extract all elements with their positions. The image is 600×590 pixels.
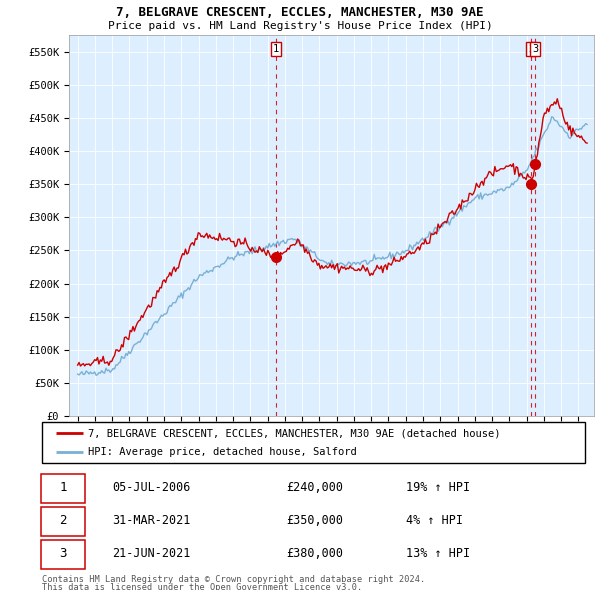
Text: £380,000: £380,000 [286,547,343,560]
FancyBboxPatch shape [41,507,85,536]
Text: £350,000: £350,000 [286,514,343,527]
FancyBboxPatch shape [41,540,85,569]
Text: This data is licensed under the Open Government Licence v3.0.: This data is licensed under the Open Gov… [42,583,362,590]
Text: 31-MAR-2021: 31-MAR-2021 [113,514,191,527]
Text: 7, BELGRAVE CRESCENT, ECCLES, MANCHESTER, M30 9AE: 7, BELGRAVE CRESCENT, ECCLES, MANCHESTER… [116,6,484,19]
Text: 1: 1 [59,481,67,494]
Text: Price paid vs. HM Land Registry's House Price Index (HPI): Price paid vs. HM Land Registry's House … [107,21,493,31]
Text: 13% ↑ HPI: 13% ↑ HPI [406,547,470,560]
Text: HPI: Average price, detached house, Salford: HPI: Average price, detached house, Salf… [88,447,357,457]
Text: 21-JUN-2021: 21-JUN-2021 [113,547,191,560]
Text: 2: 2 [59,514,67,527]
Text: Contains HM Land Registry data © Crown copyright and database right 2024.: Contains HM Land Registry data © Crown c… [42,575,425,584]
Text: 1: 1 [273,44,280,54]
Text: 4% ↑ HPI: 4% ↑ HPI [406,514,463,527]
Text: 19% ↑ HPI: 19% ↑ HPI [406,481,470,494]
Text: 3: 3 [532,44,538,54]
Text: £240,000: £240,000 [286,481,343,494]
Text: 05-JUL-2006: 05-JUL-2006 [113,481,191,494]
Text: 2: 2 [528,44,534,54]
FancyBboxPatch shape [41,474,85,503]
Text: 3: 3 [59,547,67,560]
Text: 7, BELGRAVE CRESCENT, ECCLES, MANCHESTER, M30 9AE (detached house): 7, BELGRAVE CRESCENT, ECCLES, MANCHESTER… [88,428,500,438]
